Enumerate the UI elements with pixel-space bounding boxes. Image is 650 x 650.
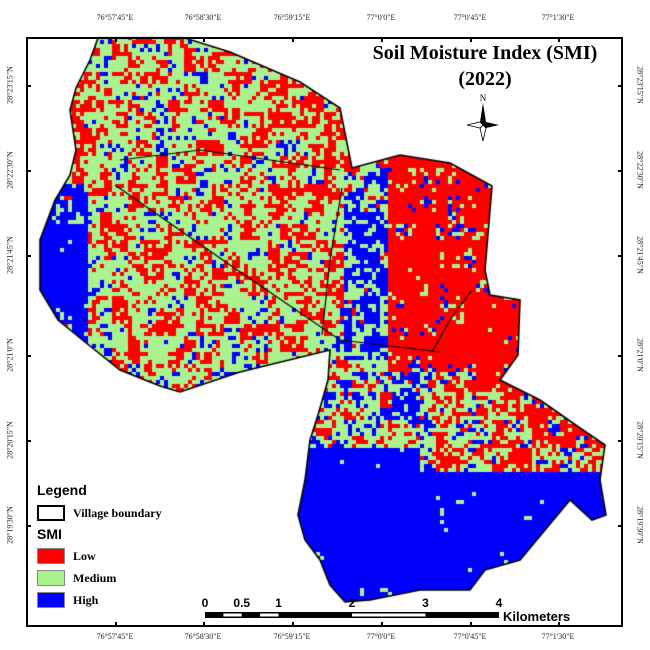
scale-label: 0 [201, 596, 209, 610]
legend-label: Low [73, 548, 96, 563]
smi-title: SMI [37, 526, 62, 542]
longitude-tick-label: 77°0'0"E [366, 632, 396, 641]
legend-item-low: Low [37, 545, 162, 567]
scale-label: 3 [422, 596, 429, 610]
longitude-tick-label: 76°59'15"E [273, 13, 311, 22]
scale-label: 2 [348, 596, 356, 610]
map-frame [26, 37, 623, 627]
legend-boundary: Village boundary [37, 502, 162, 524]
title-line1: Soil Moisture Index (SMI) [372, 42, 598, 64]
tick-mark [381, 37, 383, 42]
longitude-tick-label: 76°57'45"E [96, 13, 134, 22]
tick-mark [115, 622, 117, 627]
tick-mark [381, 622, 383, 627]
tick-mark [26, 440, 31, 442]
longitude-tick-label: 77°0'45"E [453, 632, 487, 641]
map-title: Soil Moisture Index (SMI) (2022) [340, 40, 630, 92]
tick-mark [26, 525, 31, 527]
tick-mark [115, 37, 117, 42]
tick-mark [203, 37, 205, 42]
scale-bar-segment [223, 613, 242, 617]
scale-bar-segment [352, 613, 426, 617]
tick-mark [618, 170, 623, 172]
legend-item-high: High [37, 589, 162, 611]
north-label: N [480, 93, 487, 103]
tick-mark [618, 355, 623, 357]
scale-label: 4 [495, 596, 503, 610]
longitude-tick-label: 77°0'0"E [366, 13, 396, 22]
longitude-tick-label: 76°58'30"E [184, 13, 222, 22]
tick-mark [618, 440, 623, 442]
scale-label: 1 [275, 596, 282, 610]
tick-mark [618, 255, 623, 257]
tick-mark [470, 622, 472, 627]
tick-mark [26, 85, 31, 87]
legend: Legend Village boundary SMI Low Medium Hig… [37, 482, 162, 611]
tick-mark [26, 355, 31, 357]
legend-title: Legend [37, 482, 87, 498]
tick-mark [26, 255, 31, 257]
longitude-tick-label: 76°59'15"E [273, 632, 311, 641]
tick-mark [26, 170, 31, 172]
longitude-tick-label: 77°1'30"E [541, 632, 575, 641]
scale-unit: Kilometers [503, 609, 571, 624]
legend-swatch [37, 570, 65, 586]
tick-mark [558, 37, 560, 42]
legend-label: Medium [73, 570, 117, 585]
legend-swatch [37, 548, 65, 564]
north-arrow-icon: N [466, 93, 499, 142]
legend-swatch [37, 592, 65, 608]
longitude-tick-label: 76°57'45"E [96, 632, 134, 641]
longitude-tick-label: 77°0'45"E [453, 13, 487, 22]
tick-mark [292, 37, 294, 42]
legend-label: High [73, 592, 99, 607]
legend-item-medium: Medium [37, 567, 162, 589]
scale-label: 0.5 [233, 596, 251, 610]
longitude-tick-label: 76°58'30"E [184, 632, 222, 641]
tick-mark [618, 525, 623, 527]
tick-mark [470, 37, 472, 42]
tick-mark [558, 622, 560, 627]
boundary-swatch [37, 505, 65, 521]
title-line2: (2022) [458, 68, 512, 90]
tick-mark [292, 622, 294, 627]
longitude-tick-label: 77°1'30"E [541, 13, 575, 22]
boundary-label: Village boundary [73, 505, 162, 520]
tick-mark [618, 85, 623, 87]
tick-mark [203, 622, 205, 627]
scale-bar-segment [260, 613, 279, 617]
